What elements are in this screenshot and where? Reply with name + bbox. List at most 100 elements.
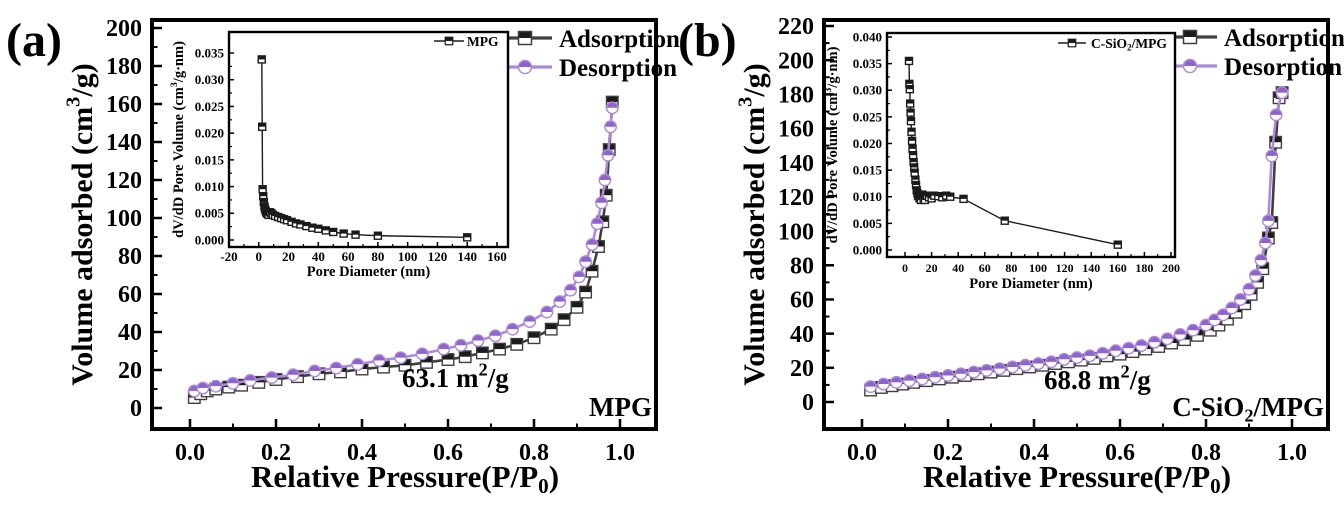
inset-frame: [885, 31, 1177, 259]
y-tick-label: 160: [778, 117, 814, 143]
inset-x-tick-label: 200: [1162, 261, 1180, 275]
inset-y-tick-label: 0.015: [195, 152, 225, 167]
y-tick-label: 40: [118, 320, 142, 346]
panel-a: (a) 0.0 0.2 0.4 0.6 0.8 1.0 0 20 40 60 80 100 120 140 1…: [6, 14, 680, 498]
y-tick-label: 60: [790, 288, 814, 314]
inset-x-tick-label: 80: [371, 249, 384, 264]
inset-x-tick-label: 0: [902, 261, 908, 275]
x-tick-label: 0.6: [433, 440, 463, 466]
inset-y-tick-label: 0.030: [853, 83, 882, 98]
inset-x-axis-label: Pore Diameter (nm): [969, 276, 1093, 292]
desorption-series: [864, 86, 1289, 394]
inset-y-tick-label: 0.005: [853, 216, 883, 231]
x-axis-label: Relative Pressure(P/P0): [923, 459, 1231, 498]
x-tick-label: 1.0: [605, 440, 635, 466]
y-tick-label: 120: [778, 185, 814, 211]
y-tick-label: 160: [106, 92, 142, 118]
inset-x-tick-label: 40: [312, 249, 325, 264]
y-tick-label: 140: [778, 151, 814, 177]
x-tick-label: 1.0: [1277, 440, 1307, 466]
y-axis-label: Volume adsorbed (cm3/g): [62, 63, 99, 385]
y-tick-label: 220: [778, 14, 814, 40]
annotation-surface-area: 68.8 m2/g: [1044, 362, 1151, 395]
x-tick-label: 0.8: [1191, 440, 1221, 466]
y-axis-label: Volume adsorbed (cm3/g): [734, 63, 771, 385]
x-tick-label: 0.6: [1105, 440, 1135, 466]
inset-y-tick-label: 0.005: [195, 206, 225, 221]
x-tick-label: 0.8: [519, 440, 549, 466]
inset-y-tick-label: 0.015: [853, 163, 883, 178]
panel-b: (b) 0.0 0.2 0.4 0.6 0.8 1.0 0 20 40 60 80 100 120 140 1…: [678, 14, 1344, 498]
inset-y-axis-label: dV/dD Pore Volume (cm3/g·nm): [823, 46, 841, 243]
inset-axis-ticks: 0 20 40 60 80 100 120 140 160 180 200 0.000 0.005 0.0…: [853, 29, 1180, 275]
inset-y-tick-label: 0.025: [195, 99, 225, 114]
x-tick-label: 0.4: [347, 440, 377, 466]
legend-entry: Desorption: [498, 55, 677, 82]
axis-ticks: 0.0 0.2 0.4 0.6 0.8 1.0 0 20 40 60 80 100 120 140 160 1…: [778, 14, 1307, 466]
panel-tag: (b): [678, 14, 737, 67]
legend-entry: Desorption: [1163, 54, 1342, 81]
y-tick-label: 60: [118, 282, 142, 308]
panel-tag: (a): [6, 14, 62, 67]
inset-series: [904, 56, 1122, 249]
inset-series: [257, 55, 472, 242]
inset-x-tick-label: 20: [926, 261, 938, 275]
y-tick-label: 40: [790, 322, 814, 348]
y-tick-label: 20: [790, 356, 814, 382]
x-axis-label: Relative Pressure(P/P0): [251, 459, 559, 498]
y-tick-label: 180: [106, 54, 142, 80]
main-plot: [187, 95, 619, 404]
x-tick-label: 0.2: [933, 440, 963, 466]
x-tick-label: 0.0: [175, 440, 205, 466]
inset-frame: [227, 30, 510, 249]
inset-x-tick-label: 120: [428, 249, 448, 264]
inset-x-tick-label: 60: [979, 261, 991, 275]
inset-x-tick-label: 180: [1135, 261, 1153, 275]
inset-x-tick-label: 80: [1005, 261, 1017, 275]
inset-x-tick-label: 140: [457, 249, 477, 264]
legend-entry: Adsorption: [1163, 25, 1344, 52]
y-tick-label: 0: [130, 396, 142, 422]
y-tick-label: 80: [790, 253, 814, 279]
main-plot: [864, 86, 1289, 397]
y-tick-label: 20: [118, 358, 142, 384]
legend-entry: Adsorption: [498, 26, 680, 53]
inset-y-tick-label: 0.010: [195, 179, 224, 194]
inset-legend-label: MPG: [467, 34, 499, 49]
inset-y-tick-label: 0.000: [853, 242, 882, 257]
y-tick-label: 180: [778, 83, 814, 109]
inset-y-tick-label: 0.040: [853, 29, 882, 44]
inset-legend: MPG: [434, 34, 499, 49]
inset-x-tick-label: 60: [342, 249, 355, 264]
inset-y-tick-label: 0.000: [195, 232, 224, 247]
inset-x-tick-label: 160: [1109, 261, 1127, 275]
inset-x-tick-label: -20: [220, 249, 237, 264]
inset-y-tick-label: 0.035: [853, 56, 883, 71]
y-tick-label: 100: [106, 206, 142, 232]
inset-x-tick-label: 120: [1056, 261, 1074, 275]
inset-x-axis-label: Pore Diameter (nm): [307, 264, 431, 280]
inset-x-tick-label: 0: [256, 249, 263, 264]
y-tick-label: 140: [106, 130, 142, 156]
x-tick-label: 0.0: [847, 440, 877, 466]
axis-ticks: 0.0 0.2 0.4 0.6 0.8 1.0 0 20 40 60 80 100 120 140 160 1…: [106, 16, 635, 466]
annotation-sample-name: C-SiO2/MPG: [1172, 392, 1324, 425]
y-tick-label: 200: [778, 48, 814, 74]
legend-label: Adsorption: [1224, 25, 1344, 52]
inset-x-tick-label: 160: [487, 249, 507, 264]
inset-x-tick-label: 100: [1029, 261, 1047, 275]
legend-label: Desorption: [1224, 54, 1342, 81]
inset-y-tick-label: 0.025: [853, 109, 883, 124]
inset-y-tick-label: 0.030: [195, 72, 224, 87]
inset-chart: -20 0 20 40 60 80 100 120 140 160 0.000 0.005 0.010 0…: [169, 30, 510, 280]
plot-frame: [150, 18, 658, 431]
inset-y-tick-label: 0.020: [853, 136, 882, 151]
desorption-series: [187, 101, 619, 398]
inset-y-tick-label: 0.020: [195, 126, 224, 141]
x-tick-label: 0.2: [261, 440, 291, 466]
inset-x-tick-label: 140: [1082, 261, 1100, 275]
